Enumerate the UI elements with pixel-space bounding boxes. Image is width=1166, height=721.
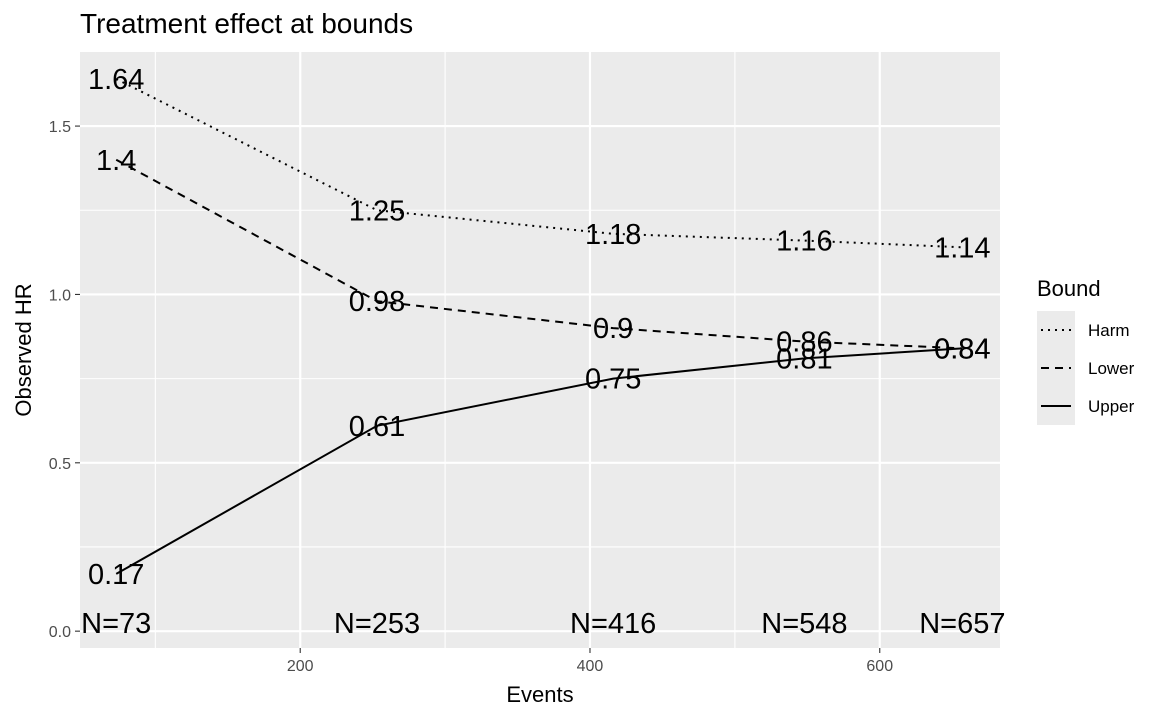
point-label-upper: 0.17: [88, 559, 144, 591]
y-axis-title: Observed HR: [11, 283, 36, 416]
plot-panel: [80, 52, 1000, 648]
point-label-lower: 0.98: [349, 286, 405, 318]
point-label-harm: 1.16: [776, 226, 832, 258]
point-label-harm: 1.14: [934, 232, 990, 264]
y-tick-label: 1.5: [49, 119, 71, 136]
legend-label-lower: Lower: [1088, 359, 1135, 378]
point-label-lower: 0.84: [934, 333, 990, 365]
series-lines: [115, 78, 963, 575]
x-tick-label: 200: [287, 658, 314, 675]
x-tick-label: 600: [866, 658, 893, 675]
point-label-harm: 1.18: [585, 219, 641, 251]
series-line-lower: [115, 158, 963, 350]
legend: Bound Harm Lower Upper: [1037, 276, 1135, 425]
point-label-harm: 1.25: [349, 195, 405, 227]
point-label-upper: 0.61: [349, 411, 405, 443]
point-label-lower: 0.86: [776, 327, 832, 359]
n-annotation: N=416: [570, 608, 656, 640]
n-annotation: N=548: [761, 608, 847, 640]
point-label-upper: 0.75: [585, 364, 641, 396]
legend-label-harm: Harm: [1088, 321, 1130, 340]
point-labels: 1.64 1.25 1.18 1.16 1.14 1.4 0.98 0.9 0.86 0.84 0.…: [88, 64, 991, 591]
y-tick-label: 0.5: [49, 456, 71, 473]
point-label-lower: 0.9: [593, 313, 633, 345]
n-annotations: N=73 N=253 N=416 N=548 N=657: [81, 608, 1005, 640]
y-tick-label: 0.0: [49, 624, 71, 641]
chart-title: Treatment effect at bounds: [80, 8, 413, 39]
series-line-upper: [115, 347, 963, 575]
n-annotation: N=73: [81, 608, 151, 640]
grid-minor: [80, 52, 1000, 648]
point-label-harm: 1.64: [88, 64, 144, 96]
legend-title: Bound: [1037, 276, 1101, 301]
n-annotation: N=657: [919, 608, 1005, 640]
legend-label-upper: Upper: [1088, 397, 1135, 416]
point-label-upper: 0.81: [776, 343, 832, 375]
point-label-lower: 1.4: [96, 145, 136, 177]
x-tick-label: 400: [577, 658, 604, 675]
x-axis-title: Events: [506, 682, 573, 707]
grid-major: [80, 52, 1000, 648]
point-label-upper: 0.84: [934, 333, 990, 365]
y-tick-label: 1.0: [49, 287, 71, 304]
y-axis: 0.0 0.5 1.0 1.5: [49, 119, 80, 641]
x-axis: 200 400 600: [287, 648, 893, 675]
n-annotation: N=253: [334, 608, 420, 640]
